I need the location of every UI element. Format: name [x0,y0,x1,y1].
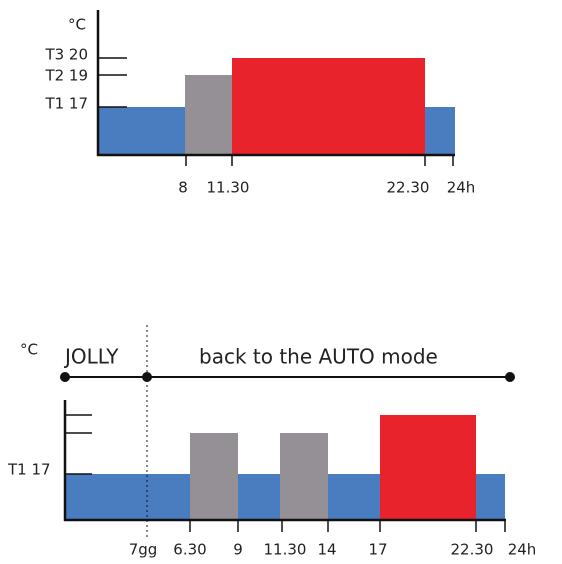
mode-dot [142,372,152,382]
level-label: T3 20 [44,46,88,64]
unit: °C [68,16,86,34]
segment-t2 [185,75,232,155]
time-label: 22.30 [387,179,430,197]
segment-t2 [280,433,328,520]
auto-note: back to the AUTO mode [199,345,438,369]
level-label: T2 19 [44,67,88,85]
time-label: 11.30 [264,541,307,559]
time-label: 8 [178,179,188,197]
mode-dot [505,372,515,382]
time-label: 7gg [129,541,158,559]
segment-t2 [190,433,238,520]
segment-t3 [380,415,476,520]
jolly-label: JOLLY [63,345,119,369]
time-label: 17 [368,541,387,559]
time-label: 11.30 [207,179,250,197]
time-label: 22.30 [451,541,494,559]
time-label: 24h [508,541,537,559]
level-label: T1 17 [7,461,51,479]
unit: °C [20,341,38,359]
time-label: 6.30 [173,541,206,559]
mode-dot [60,372,70,382]
time-label: 9 [233,541,243,559]
time-label: 14 [317,541,336,559]
time-label: 24h [447,179,476,197]
level-label: T1 17 [44,95,88,113]
segment-t3 [232,58,425,155]
